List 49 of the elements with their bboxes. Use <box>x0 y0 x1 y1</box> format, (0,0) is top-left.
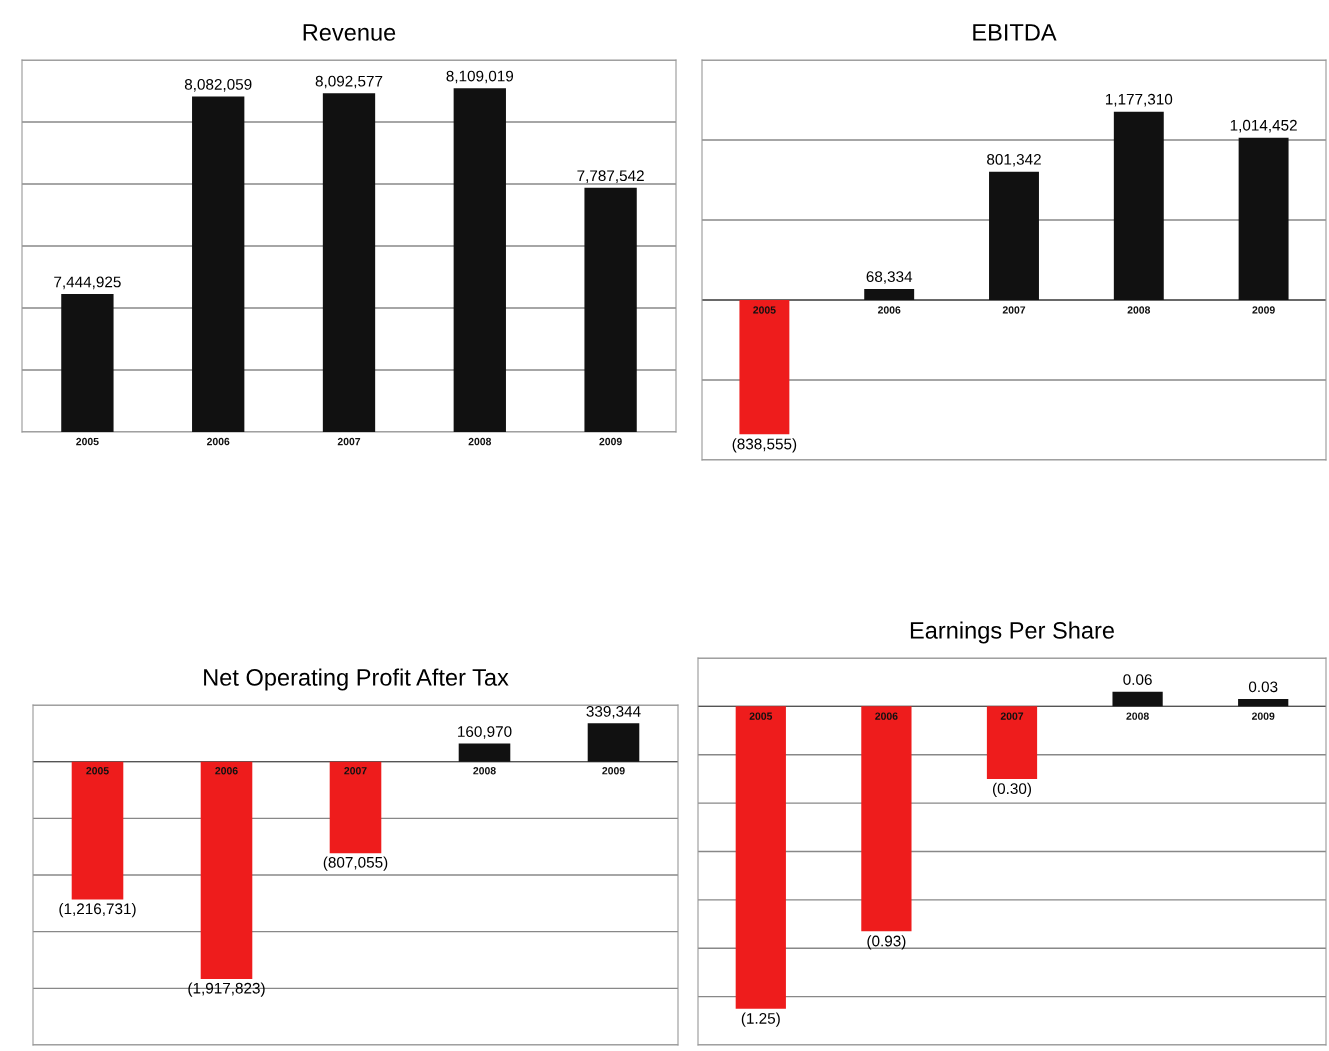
x-tick-label: 2005 <box>753 306 776 314</box>
data-label: 1,014,452 <box>1230 119 1297 133</box>
x-tick-label: 2007 <box>337 437 361 446</box>
bar <box>864 289 915 300</box>
x-tick-label: 2009 <box>602 767 625 775</box>
x-tick-label: 2008 <box>468 437 492 446</box>
x-tick-label: 2006 <box>875 712 898 720</box>
x-tick-label: 2007 <box>344 767 367 775</box>
x-tick-label: 2009 <box>1252 306 1275 314</box>
x-tick-label: 2006 <box>215 767 238 775</box>
data-label: 160,970 <box>458 726 512 739</box>
data-label: 8,109,019 <box>446 70 514 84</box>
x-tick-label: 2008 <box>1127 306 1151 314</box>
data-label: (1.25) <box>741 1012 780 1027</box>
data-label: (1,216,731) <box>59 902 136 918</box>
chart-title: Earnings Per Share <box>910 621 1114 644</box>
data-label: 0.03 <box>1248 681 1278 693</box>
x-tick-label: 2008 <box>473 767 496 775</box>
data-label: 0.06 <box>1123 674 1152 685</box>
x-tick-label: 2007 <box>1000 712 1024 720</box>
x-tick-label: 2009 <box>599 437 622 446</box>
data-label: 7,444,925 <box>54 276 121 290</box>
data-label: (838,555) <box>732 438 797 453</box>
data-label: 339,344 <box>586 705 641 719</box>
x-tick-label: 2005 <box>76 437 99 446</box>
bar <box>739 300 790 435</box>
x-tick-label: 2005 <box>749 712 773 720</box>
x-tick-label: 2008 <box>1126 712 1149 720</box>
data-label: 8,092,577 <box>315 75 383 89</box>
chart-title: Net Operating Profit After Tax <box>204 668 509 691</box>
data-label: (0.93) <box>867 935 906 950</box>
chart-title: Revenue <box>303 24 396 41</box>
x-tick-label: 2009 <box>1251 712 1275 720</box>
bar <box>1238 137 1289 300</box>
bar <box>1113 111 1164 300</box>
data-label: 801,342 <box>987 153 1041 167</box>
data-label: 1,177,310 <box>1105 93 1173 107</box>
bar <box>989 171 1039 300</box>
data-label: 68,334 <box>866 271 913 284</box>
data-label: 8,082,059 <box>184 79 252 92</box>
x-tick-label: 2006 <box>877 306 901 314</box>
data-label: (0.30) <box>992 782 1032 798</box>
data-label: (1,917,823) <box>188 982 265 997</box>
data-label: (807,055) <box>323 856 388 871</box>
chart-title: EBITDA <box>973 24 1057 41</box>
x-tick-label: 2007 <box>1002 306 1026 314</box>
data-label: 7,787,542 <box>577 170 644 183</box>
x-tick-label: 2005 <box>86 767 109 775</box>
x-tick-label: 2006 <box>206 437 230 446</box>
